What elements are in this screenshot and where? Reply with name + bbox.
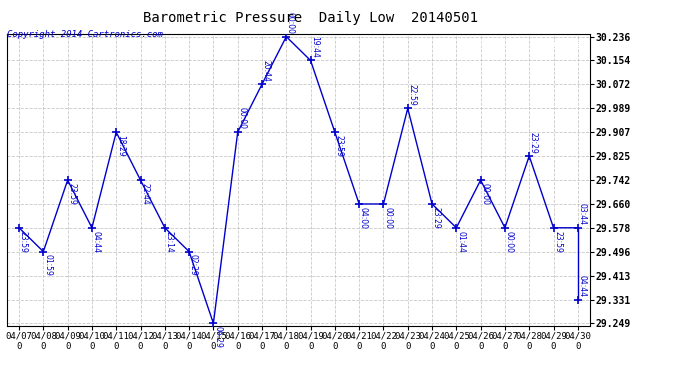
Text: 01:59: 01:59 <box>43 254 52 276</box>
Text: 19:44: 19:44 <box>310 36 319 58</box>
Text: 23:59: 23:59 <box>553 231 562 252</box>
Text: 06:29: 06:29 <box>213 326 222 348</box>
Text: 00:00: 00:00 <box>504 231 513 252</box>
Text: 23:59: 23:59 <box>19 231 28 252</box>
Text: 04:44: 04:44 <box>92 231 101 252</box>
Text: 22:44: 22:44 <box>140 183 149 205</box>
Text: 23:29: 23:29 <box>432 207 441 228</box>
Text: 04:44: 04:44 <box>578 275 586 297</box>
Text: 23:14: 23:14 <box>164 231 173 252</box>
Text: 23:59: 23:59 <box>335 135 344 157</box>
Text: 00:00: 00:00 <box>286 12 295 34</box>
Text: 18:29: 18:29 <box>116 135 125 157</box>
Text: 01:44: 01:44 <box>456 231 465 252</box>
Text: 03:44: 03:44 <box>578 203 586 225</box>
Text: 00:00: 00:00 <box>237 108 246 129</box>
Text: Copyright 2014 Cartronics.com: Copyright 2014 Cartronics.com <box>7 30 163 39</box>
Text: Pressure  (Inches/Hg): Pressure (Inches/Hg) <box>480 40 586 49</box>
Text: 02:29: 02:29 <box>189 254 198 276</box>
Text: 23:59: 23:59 <box>68 183 77 205</box>
Text: 23:29: 23:29 <box>529 132 538 153</box>
Text: 04:00: 04:00 <box>359 207 368 229</box>
Text: 00:00: 00:00 <box>480 183 489 205</box>
Text: 00:00: 00:00 <box>383 207 392 229</box>
Text: 20:44: 20:44 <box>262 60 270 81</box>
Text: Barometric Pressure  Daily Low  20140501: Barometric Pressure Daily Low 20140501 <box>143 11 478 25</box>
Text: 22:59: 22:59 <box>407 84 416 106</box>
